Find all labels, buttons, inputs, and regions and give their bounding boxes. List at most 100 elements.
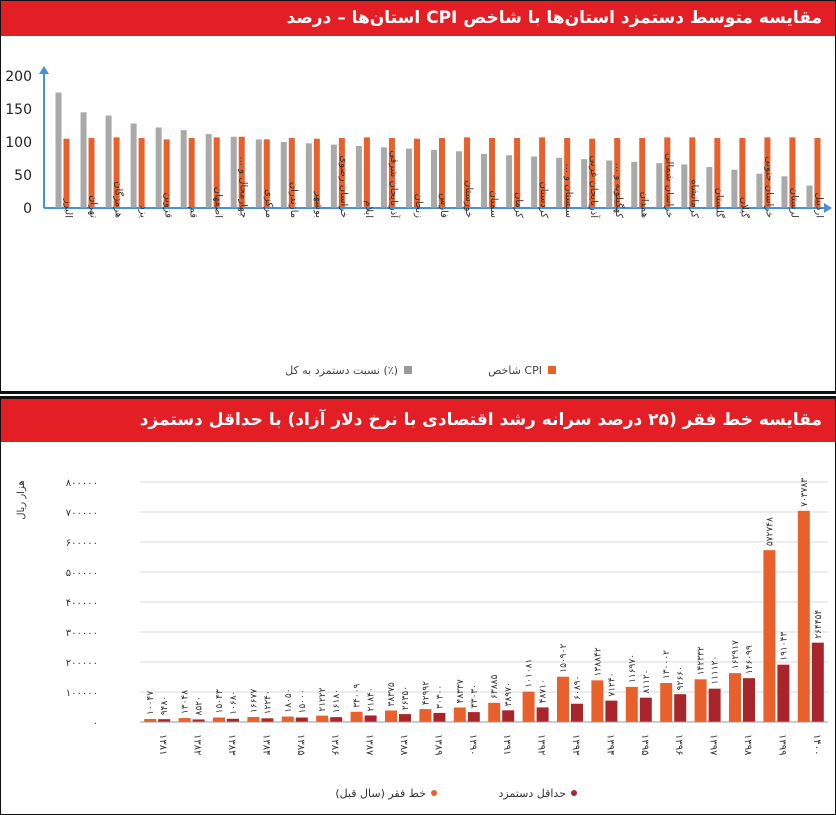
- bar-wage-ratio: [756, 173, 763, 208]
- bar-cpi: [439, 138, 445, 208]
- bar-poverty-line: [694, 679, 707, 722]
- bar-cpi: [764, 137, 771, 208]
- category-label: قم: [188, 207, 199, 219]
- data-label-min-wage: ۱۱۱۱۲۰: [711, 656, 721, 685]
- bar-min-wage: [811, 642, 824, 722]
- category-label: یزد: [138, 205, 149, 218]
- bar-min-wage: [192, 719, 205, 722]
- data-label-min-wage: ۱۲۲۴۰: [263, 690, 273, 714]
- y-axis-arrow: [39, 66, 49, 74]
- bar-wage-ratio: [706, 167, 713, 208]
- bar-min-wage: [330, 717, 343, 722]
- bar-poverty-line: [385, 710, 397, 722]
- bar-min-wage: [364, 715, 377, 722]
- bar-cpi: [464, 137, 471, 208]
- bar-wage-ratio: [80, 112, 87, 208]
- category-label: سیستان و ...: [563, 164, 574, 218]
- cpi-wage-chart: 0 50 100 150 200 البرز تهران هرمزگان یزد قزوین قم ا…: [5, 66, 832, 377]
- category-label: خوزستان: [463, 180, 474, 218]
- category-label: کردستان: [538, 181, 549, 218]
- bar-poverty-line: [763, 550, 776, 722]
- category-label: اصفهان: [213, 187, 224, 218]
- bar-wage-ratio: [405, 148, 412, 208]
- category-label: البرز: [63, 198, 74, 218]
- bar-wage-ratio: [230, 136, 237, 208]
- bar-min-wage: [433, 712, 446, 722]
- bar-wage-ratio: [731, 169, 738, 208]
- bar-poverty-line: [557, 676, 569, 722]
- legend-swatch-min-wage: [571, 790, 577, 796]
- y-tick-label: ۵۰۰۰۰۰: [66, 568, 98, 579]
- bar-wage-ratio: [155, 127, 162, 208]
- bar-poverty-line: [247, 716, 260, 722]
- bar-cpi: [539, 137, 546, 208]
- data-label-poverty-line: ۱۰۱۰۸۱: [525, 659, 535, 688]
- category-label: خراسان شمالی: [663, 153, 674, 218]
- category-label: کهگیلویه و ...: [613, 163, 625, 218]
- bar-min-wage: [158, 719, 171, 722]
- category-label: خراسان جنوبی: [763, 156, 774, 218]
- data-label-poverty-line: ۱۳۰۴۸: [181, 690, 191, 714]
- data-label-min-wage: ۹۴۸۰: [160, 696, 170, 715]
- bar-cpi: [739, 138, 746, 208]
- category-label: ۱۳۹۷: [708, 734, 719, 756]
- bar-poverty-line: [660, 682, 673, 722]
- bar-wage-ratio: [681, 164, 688, 208]
- bar-cpi: [789, 137, 796, 208]
- category-label: آذربایجان غربی: [588, 155, 601, 219]
- bar-wage-ratio: [531, 156, 538, 208]
- bar-poverty-line: [419, 709, 432, 722]
- data-label-min-wage: ۲۶۴۴۵۴: [814, 609, 824, 638]
- bar-cpi: [514, 138, 521, 208]
- bar-wage-ratio: [456, 151, 463, 208]
- bar-poverty-line: [453, 707, 466, 722]
- bar-cpi: [213, 137, 220, 208]
- data-label-poverty-line: ۱۵۰۹۰۲: [559, 644, 569, 673]
- data-label-min-wage: ۱۹۱۰۴۳: [779, 632, 789, 661]
- category-label: گیلان: [738, 197, 750, 218]
- category-label: ۱۳۸۳: [226, 734, 237, 756]
- bar-cpi: [188, 138, 195, 208]
- data-label-min-wage: ۹۲۶۶۰: [676, 666, 686, 690]
- bar-wage-ratio: [806, 185, 813, 208]
- panel-divider: [0, 392, 836, 398]
- bar-cpi: [388, 138, 395, 208]
- category-label: ۱۳۸۸: [398, 734, 409, 756]
- bar-cpi: [689, 137, 696, 208]
- category-label: ۱۳۹۱: [501, 734, 512, 755]
- bar-wage-ratio: [205, 134, 212, 208]
- bar-poverty-line: [316, 715, 329, 722]
- data-label-min-wage: ۳۰۳۰۰: [435, 685, 445, 709]
- data-label-min-wage: ۱۶۱۸۰: [332, 689, 342, 713]
- bar-min-wage: [227, 718, 239, 722]
- y-tick-label: ۴۰۰۰۰۰: [66, 598, 98, 609]
- bar-cpi: [614, 138, 621, 208]
- data-label-min-wage: ۲۶۳۵۰: [401, 686, 411, 710]
- bar-poverty-line: [350, 711, 363, 722]
- bar-cpi: [63, 138, 70, 208]
- category-label: زنجان: [413, 194, 424, 219]
- data-label-poverty-line: ۱۸۰۵۰: [284, 688, 294, 712]
- bar-min-wage: [261, 718, 274, 722]
- legend-label-poverty-line: خط فقر (سال قبل): [335, 787, 426, 800]
- bar-wage-ratio: [581, 159, 588, 208]
- category-label: ۱۳۸۷: [364, 734, 375, 756]
- data-label-min-wage: ۲۱۸۴۰: [367, 687, 377, 711]
- bar-min-wage: [777, 664, 790, 722]
- legend-swatch-wage-ratio: [404, 366, 412, 374]
- data-label-min-wage: ۱۵۰۰۰: [298, 689, 308, 713]
- category-label: ۱۳۹۲: [536, 734, 547, 755]
- category-label: اردبیل: [813, 193, 824, 218]
- data-label-poverty-line: ۳۴۰۰۹: [353, 683, 363, 707]
- chart1-title: مقایسه متوسط دستمزد استان‌ها با شاخص CPI…: [0, 0, 836, 36]
- y-tick-label: 50: [14, 168, 32, 184]
- bar-wage-ratio: [631, 161, 638, 208]
- data-label-min-wage: ۸۵۲۰: [195, 696, 205, 715]
- data-label-min-wage: ۴۸۷۱۰: [539, 679, 549, 703]
- category-label: ۱۳۹۹: [776, 734, 787, 755]
- category-label: ایلام: [363, 200, 374, 218]
- bar-cpi: [639, 138, 646, 208]
- category-label: ۱۳۸۱: [157, 734, 168, 755]
- category-label: ۱۳۸۶: [329, 734, 340, 755]
- data-label-poverty-line: ۷۰۳۷۸۳: [800, 478, 810, 507]
